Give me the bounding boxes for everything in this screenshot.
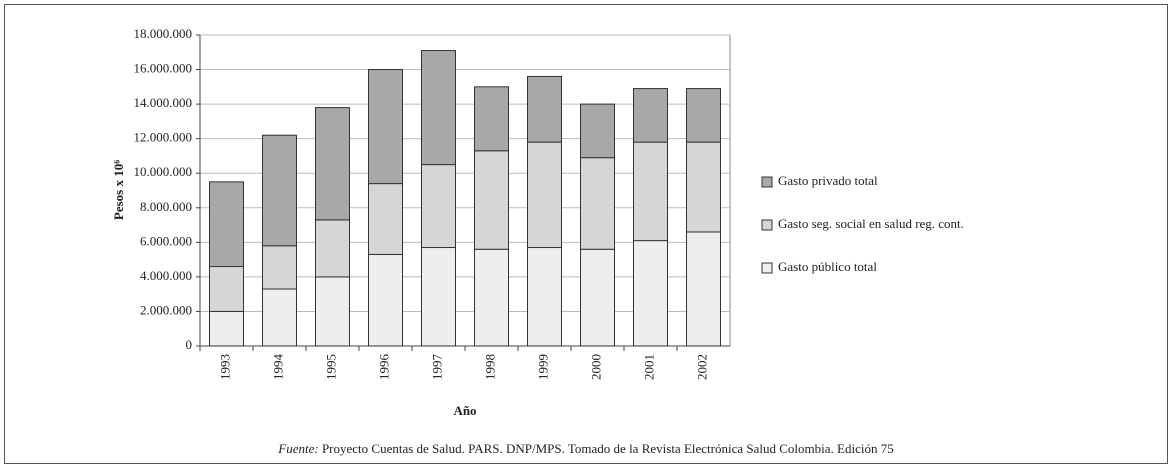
- source: Fuente: Proyecto Cuentas de Salud. PARS.…: [277, 441, 893, 456]
- bar-segment: [209, 310, 244, 347]
- x-tick-label: 2002: [694, 354, 709, 380]
- bar-segment: [209, 266, 244, 312]
- x-tick-label: 1993: [217, 354, 232, 380]
- bar-segment: [368, 253, 403, 347]
- y-tick-label: 12.000.000: [134, 130, 193, 145]
- bar-segment: [686, 231, 721, 347]
- bar-segment: [527, 247, 562, 347]
- y-tick-label: 10.000.000: [134, 164, 193, 179]
- bar-segment: [633, 240, 668, 347]
- y-tick-label: 0: [186, 337, 193, 352]
- x-tick-label: 2000: [588, 354, 603, 380]
- legend-label: Gasto público total: [778, 259, 877, 274]
- bar-segment: [421, 247, 456, 347]
- y-tick-label: 14.000.000: [134, 95, 193, 110]
- legend-label: Gasto privado total: [778, 173, 878, 188]
- y-tick-label: 18.000.000: [134, 26, 193, 41]
- frame: [4, 4, 1168, 464]
- bar-segment: [527, 75, 562, 143]
- bar-segment: [315, 107, 350, 221]
- bar-segment: [209, 181, 244, 268]
- bar-segment: [421, 50, 456, 166]
- x-tick-label: 1994: [270, 354, 285, 381]
- bar-segment: [474, 86, 509, 152]
- legend-swatch: [761, 219, 773, 231]
- bar-segment: [527, 141, 562, 249]
- x-tick-label: 1998: [482, 354, 497, 380]
- bar-segment: [421, 164, 456, 249]
- x-tick-label: 2001: [641, 354, 656, 380]
- bar-segment: [686, 88, 721, 143]
- y-axis-label: Pesos x 10⁶: [111, 160, 126, 220]
- bar-segment: [474, 248, 509, 347]
- bar-segment: [368, 183, 403, 255]
- y-tick-label: 2.000.000: [140, 302, 192, 317]
- bar-segment: [262, 288, 297, 347]
- bar-segment: [580, 157, 615, 250]
- bar-segment: [315, 276, 350, 347]
- x-tick-label: 1995: [323, 354, 338, 380]
- bar-segment: [633, 88, 668, 143]
- x-tick-label: 1999: [535, 354, 550, 380]
- y-tick-label: 16.000.000: [134, 61, 193, 76]
- bar-segment: [633, 141, 668, 242]
- source-text: Proyecto Cuentas de Salud. PARS. DNP/MPS…: [322, 441, 894, 456]
- bar-segment: [686, 141, 721, 233]
- x-tick-label: 1997: [429, 354, 444, 381]
- bar-segment: [315, 219, 350, 278]
- legend-swatch: [761, 262, 773, 274]
- bar-segment: [262, 134, 297, 247]
- x-tick-label: 1996: [376, 354, 391, 381]
- source-label: Fuente:: [277, 441, 318, 456]
- bar-segment: [580, 248, 615, 347]
- bar-segment: [368, 69, 403, 185]
- y-tick-label: 8.000.000: [140, 199, 192, 214]
- x-axis-label: Año: [453, 403, 476, 418]
- bar-segment: [262, 245, 297, 290]
- legend-label: Gasto seg. social en salud reg. cont.: [778, 216, 964, 231]
- bar-segment: [580, 103, 615, 159]
- legend-swatch: [761, 176, 773, 188]
- y-tick-label: 4.000.000: [140, 268, 192, 283]
- y-tick-label: 6.000.000: [140, 233, 192, 248]
- bar-segment: [474, 150, 509, 250]
